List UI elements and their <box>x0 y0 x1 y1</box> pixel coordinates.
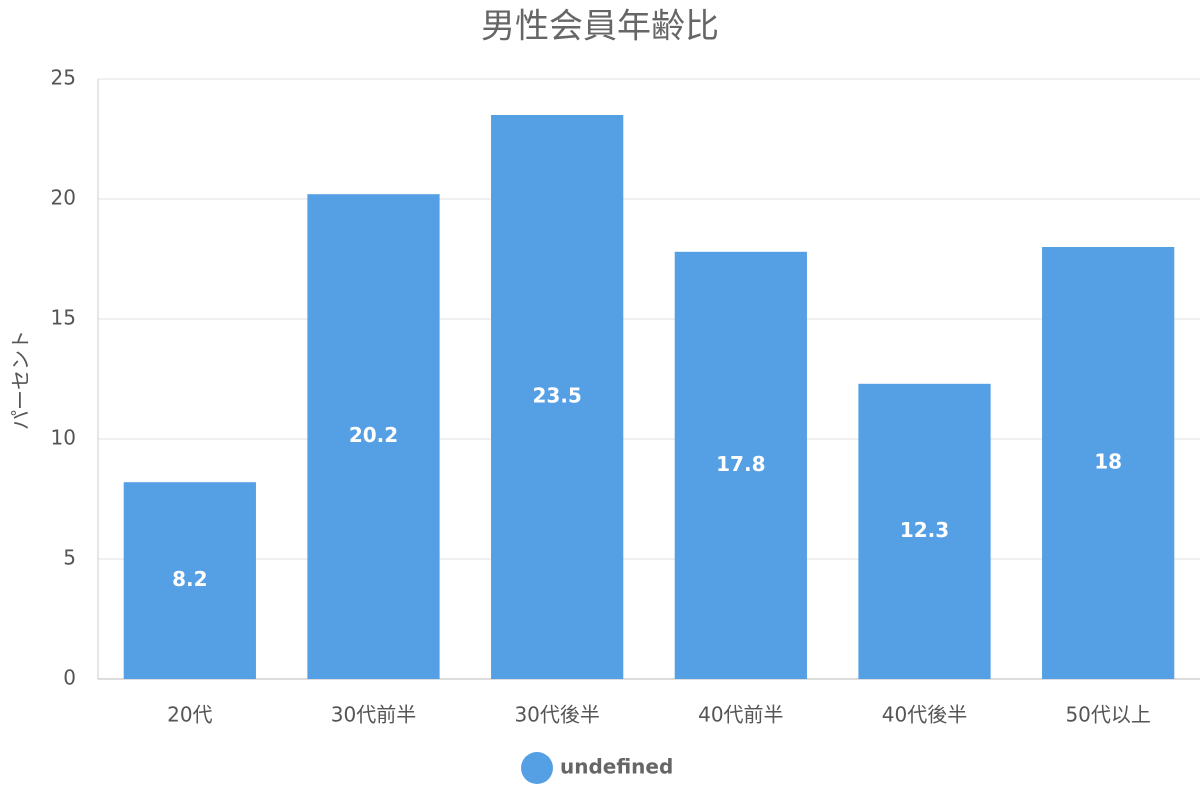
legend-label: undefined <box>560 755 673 779</box>
data-label: 17.8 <box>716 452 765 476</box>
bar <box>858 383 991 679</box>
y-tick-label: 20 <box>51 186 76 210</box>
x-tick-label: 30代後半 <box>514 703 599 727</box>
chart-title: 男性会員年齢比 <box>481 7 719 47</box>
legend-marker <box>521 752 553 784</box>
y-tick-label: 25 <box>51 66 76 90</box>
bar <box>307 194 440 679</box>
bar <box>1042 247 1175 679</box>
bar <box>123 482 256 679</box>
y-tick-label: 10 <box>51 426 76 450</box>
data-label: 18 <box>1094 450 1122 474</box>
x-tick-label: 40代後半 <box>882 703 967 727</box>
y-tick-label: 5 <box>63 546 76 570</box>
bar <box>491 115 624 679</box>
y-tick-label: 0 <box>63 666 76 690</box>
x-tick-label: 50代以上 <box>1065 703 1150 727</box>
y-axis-label: パーセント <box>9 330 33 430</box>
bar <box>674 251 807 680</box>
y-tick-label: 15 <box>51 306 76 330</box>
x-tick-label: 30代前半 <box>331 703 416 727</box>
data-label: 8.2 <box>172 567 207 591</box>
data-label: 12.3 <box>900 518 949 542</box>
data-label: 20.2 <box>349 423 398 447</box>
x-tick-label: 20代 <box>167 703 212 727</box>
x-tick-label: 40代前半 <box>698 703 783 727</box>
data-label: 23.5 <box>532 384 581 408</box>
